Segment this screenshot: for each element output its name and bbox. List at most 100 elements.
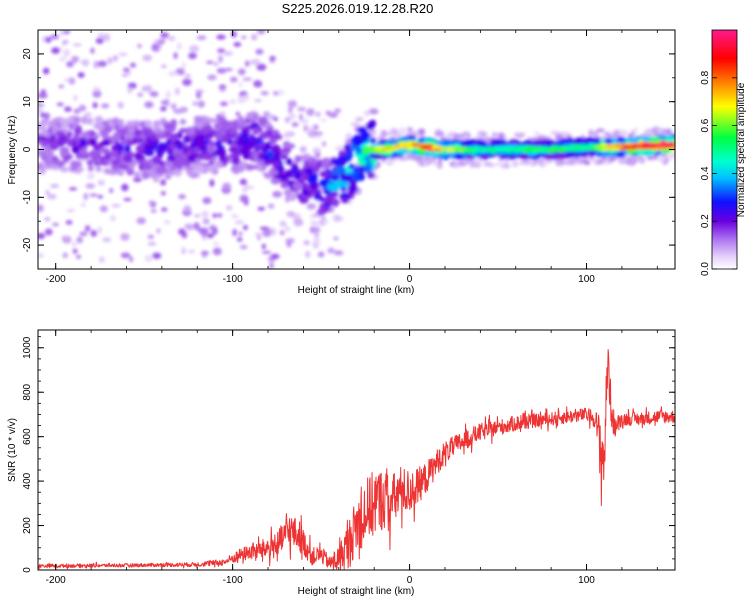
- spectrogram-core-cell: [619, 143, 628, 147]
- spectrogram-noise-cell: [284, 226, 291, 232]
- spectrogram-ridge-cell: [158, 145, 167, 151]
- spectrogram-core-cell: [494, 148, 504, 152]
- spectrogram-ridge-cell: [408, 135, 417, 140]
- spectrogram-ridge-cell: [73, 133, 80, 141]
- spectrogram-ridge-cell: [95, 165, 102, 173]
- spectrogram-noise-cell: [514, 132, 519, 138]
- spectrogram-ridge-cell: [263, 172, 272, 178]
- spectrogram-ridge-cell: [588, 150, 596, 157]
- y-tick-label: 200: [22, 517, 33, 534]
- spectrogram-noise-cell: [662, 128, 673, 133]
- spectrogram-ridge-cell: [49, 134, 57, 143]
- spectrogram-ridge-cell: [283, 188, 292, 197]
- spectrogram-noise-cell: [333, 236, 339, 241]
- spectrogram-noise-cell: [273, 117, 278, 122]
- spectrogram-ridge-cell: [555, 153, 567, 160]
- spectrogram-noise-cell: [89, 193, 98, 197]
- spectrogram-ridge-cell: [215, 140, 222, 146]
- spectrogram-core-cell: [641, 145, 648, 149]
- spectrogram-noise-cell: [491, 132, 497, 137]
- spectrogram-noise-cell: [303, 240, 310, 246]
- spectrogram-ridge-cell: [169, 123, 177, 132]
- spectrogram-noise-cell: [90, 47, 95, 54]
- spectrogram-core-cell: [540, 150, 548, 154]
- spectrogram-ridge-cell: [102, 147, 110, 155]
- spectrogram-ridge-cell: [73, 115, 81, 124]
- spectrogram-ridge-cell: [207, 131, 216, 137]
- spectrogram-noise-cell: [257, 206, 265, 211]
- spectrogram-ridge-cell: [157, 160, 166, 166]
- spectrogram-noise-cell: [653, 154, 658, 160]
- spectrogram-ridge-cell: [476, 140, 488, 148]
- spectrogram-ridge-cell: [252, 127, 260, 136]
- spectrogram-ridge-cell: [112, 117, 120, 126]
- spectrogram-noise-cell: [269, 55, 276, 61]
- spectrogram-noise-cell: [244, 60, 250, 67]
- spectrogram-core-cell: [622, 147, 628, 150]
- x-tick-label: 0: [407, 575, 413, 586]
- spectrogram-noise-cell: [670, 152, 675, 159]
- spectrogram-noise-cell: [66, 61, 74, 68]
- spectrogram-ridge-cell: [352, 137, 363, 147]
- spectrogram-ridge-cell: [588, 138, 598, 144]
- spectrogram-noise-cell: [62, 40, 69, 44]
- spectrogram-ridge-cell: [339, 181, 350, 188]
- spectrogram-noise-cell: [95, 37, 104, 44]
- spectrogram-noise-cell: [76, 254, 82, 259]
- spectrogram-core-cell: [457, 150, 464, 153]
- spectrogram-noise-cell: [237, 68, 246, 76]
- spectrogram-ridge-cell: [222, 133, 230, 143]
- spectrogram-noise-cell: [350, 122, 361, 127]
- spectrogram-core-cell: [462, 150, 471, 153]
- spectrogram-noise-cell: [303, 124, 308, 133]
- spectrogram-ridge-cell: [329, 174, 340, 182]
- spectrogram-noise-cell: [38, 253, 44, 258]
- spectrogram-core-cell: [514, 150, 519, 154]
- spectrogram-noise-cell: [110, 215, 116, 222]
- spectrogram-noise-cell: [173, 108, 184, 114]
- spectrogram-noise-cell: [338, 144, 343, 149]
- spectrogram-ridge-cell: [630, 137, 640, 144]
- spectrogram-ridge-cell: [225, 122, 234, 129]
- spectrogram-noise-cell: [270, 253, 280, 259]
- spectrogram-noise-cell: [181, 247, 186, 255]
- spectrogram-ridge-cell: [73, 127, 82, 136]
- spectrogram-ridge-cell: [173, 139, 182, 147]
- spectrogram-ridge-cell: [366, 121, 375, 131]
- spectrogram-ridge-cell: [272, 160, 281, 169]
- spectrogram-ridge-cell: [93, 161, 101, 167]
- spectrogram-ridge-cell: [268, 138, 277, 145]
- spectrogram-noise-cell: [194, 214, 201, 218]
- spectrogram-noise-cell: [246, 185, 255, 190]
- spectrogram-noise-cell: [202, 197, 212, 205]
- spectrogram-noise-cell: [234, 220, 245, 225]
- spectrogram-x-ticks: -200 -100 0 100: [46, 30, 658, 285]
- spectrogram-ridge-cell: [119, 163, 130, 170]
- spectrogram-noise-cell: [483, 161, 493, 167]
- spectrogram-ridge-cell: [43, 157, 54, 166]
- spectrogram-noise-cell: [81, 59, 90, 67]
- spectrogram-noise-cell: [297, 106, 306, 112]
- spectrogram-ridge-cell: [519, 154, 528, 160]
- spectrogram-noise-cell: [71, 55, 80, 63]
- spectrogram-ridge-cell: [367, 171, 375, 179]
- spectrogram-ridge-cell: [134, 128, 142, 137]
- spectrogram-ridge-cell: [369, 137, 377, 144]
- spectrogram-noise-cell: [607, 157, 616, 163]
- spectrogram-noise-cell: [99, 205, 108, 213]
- spectrogram-core-cell: [580, 147, 589, 151]
- spectrogram-noise-cell: [286, 240, 292, 248]
- spectrogram-noise-cell: [157, 40, 163, 49]
- spectrogram-noise-cell: [288, 112, 296, 120]
- spectrogram-ridge-cell: [326, 183, 334, 191]
- spectrogram-ridge-cell: [214, 132, 223, 141]
- spectrogram-noise-cell: [52, 222, 60, 227]
- spectrogram-noise-cell: [256, 63, 267, 71]
- spectrogram-ridge-cell: [544, 153, 556, 160]
- spectrogram-ridge-cell: [66, 138, 74, 147]
- spectrogram-ridge-cell: [113, 124, 121, 132]
- spectrogram-ridge-cell: [207, 140, 215, 148]
- spectrogram-noise-cell: [160, 179, 167, 186]
- spectrogram-noise-cell: [250, 33, 258, 41]
- spectrogram-ridge-cell: [110, 150, 118, 158]
